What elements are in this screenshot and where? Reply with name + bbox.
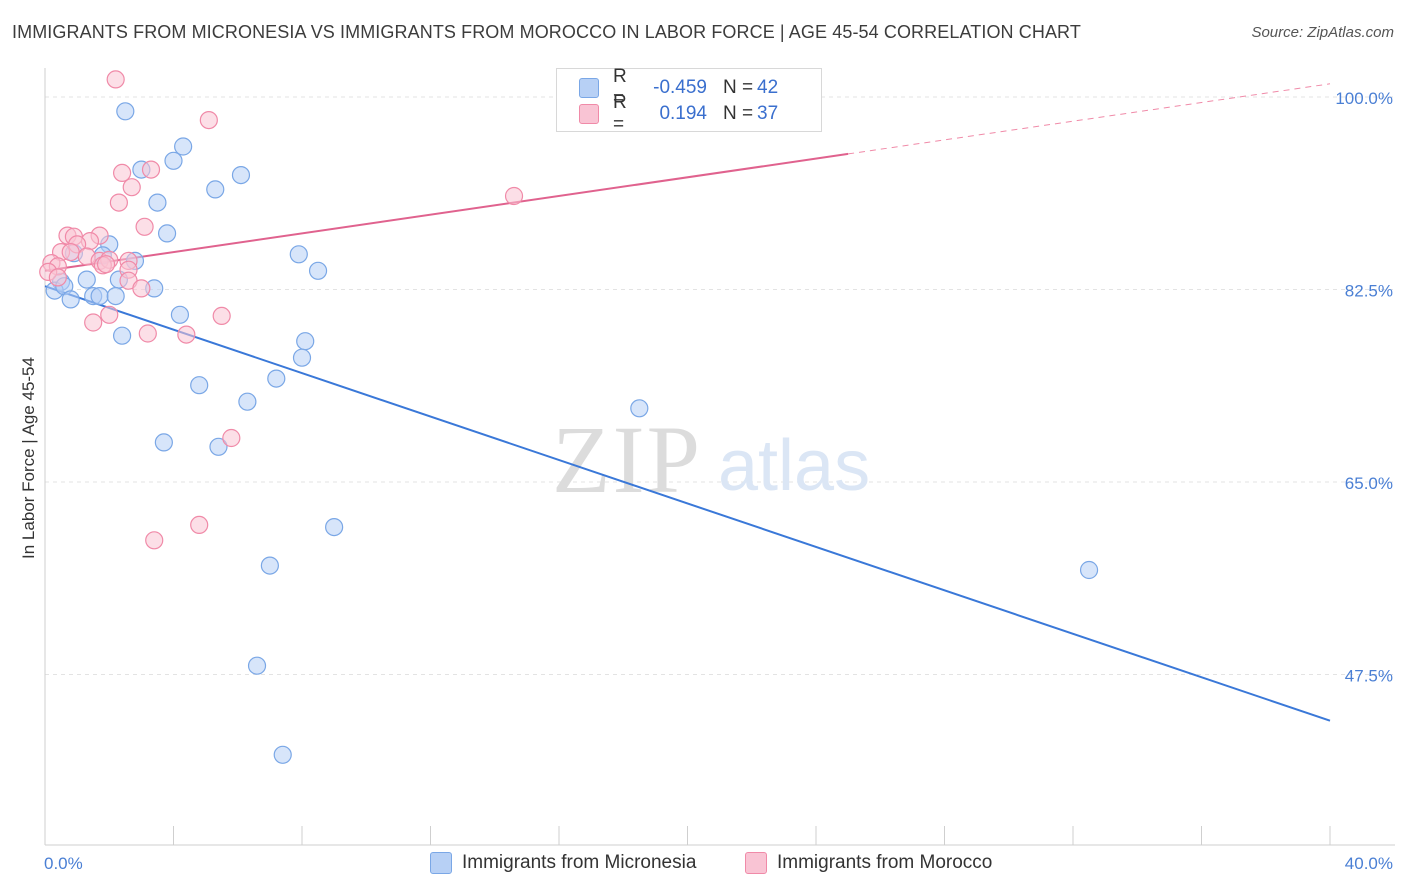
morocco-point — [106, 70, 125, 89]
watermark-zip: ZIP — [552, 406, 702, 513]
morocco-point — [96, 255, 116, 274]
trend-lines — [44, 83, 1331, 722]
micronesia-point — [116, 102, 135, 121]
morocco-legend-label: Immigrants from Morocco — [777, 852, 993, 873]
micronesia-point — [190, 376, 209, 395]
morocco-point — [212, 306, 231, 325]
micronesia-point — [238, 392, 257, 411]
micronesia-point — [267, 369, 286, 388]
legend-row-micronesia: R = -0.459 N = 42 — [579, 66, 779, 109]
morocco-point — [135, 217, 154, 236]
morocco-point — [100, 305, 119, 324]
morocco-point — [61, 243, 80, 262]
watermark: ZIP atlas — [552, 406, 870, 513]
micronesia-point — [292, 348, 312, 367]
micronesia-point — [247, 656, 267, 675]
micronesia-point — [273, 745, 292, 764]
morocco-point — [145, 531, 164, 550]
y-tick-label: 65.0% — [1345, 474, 1393, 493]
micronesia-point — [61, 290, 80, 309]
series-legend-micronesia[interactable]: Immigrants from Micronesia — [430, 852, 696, 874]
trend-line — [44, 152, 849, 272]
micronesia-legend-swatch — [430, 852, 452, 874]
x-tick-label: 40.0% — [1345, 854, 1393, 873]
correlation-legend: R = -0.459 N = 42 R = 0.194 N = 37 — [556, 66, 822, 135]
morocco-point — [138, 324, 157, 343]
morocco-point — [199, 110, 218, 130]
micronesia-point — [174, 137, 193, 156]
r-label: R = — [613, 92, 627, 135]
y-tick-label: 82.5% — [1345, 282, 1393, 301]
micronesia-point — [260, 556, 279, 575]
micronesia-legend-label: Immigrants from Micronesia — [462, 852, 697, 873]
morocco-point — [109, 193, 128, 212]
micronesia-point — [630, 399, 649, 418]
micronesia-point — [90, 287, 109, 306]
morocco-point — [190, 515, 209, 535]
morocco-point — [122, 178, 141, 197]
watermark-atlas: atlas — [718, 426, 870, 506]
chart-title: IMMIGRANTS FROM MICRONESIA VS IMMIGRANTS… — [12, 22, 1081, 42]
x-tick-label: 0.0% — [44, 854, 83, 873]
grid-lines — [45, 96, 1395, 675]
trend-line-extension — [848, 83, 1331, 155]
micronesia-point — [170, 305, 190, 324]
micronesia-point — [106, 287, 125, 306]
micronesia-point — [325, 517, 344, 537]
morocco-point — [141, 160, 161, 179]
morocco-point — [132, 279, 151, 298]
morocco-legend-swatch — [745, 852, 767, 874]
micronesia-swatch — [579, 78, 599, 98]
morocco-point — [84, 313, 103, 332]
data-points — [39, 70, 1099, 764]
micronesia-point — [112, 326, 132, 345]
legend-row-morocco: R = 0.194 N = 37 — [579, 92, 779, 135]
series-legend-morocco[interactable]: Immigrants from Morocco — [745, 852, 992, 874]
n-label: N = — [723, 77, 754, 98]
micronesia-point — [1079, 560, 1099, 580]
morocco-point — [177, 325, 196, 344]
micronesia-point — [164, 151, 183, 170]
r-label: R = — [613, 66, 627, 109]
micronesia-point — [231, 166, 251, 185]
micronesia-point — [289, 245, 308, 264]
micronesia-point — [77, 270, 96, 289]
n-value: 42 — [757, 77, 779, 98]
n-value: 37 — [757, 103, 779, 124]
morocco-point — [48, 268, 67, 287]
trend-line — [44, 285, 1331, 722]
micronesia-point — [308, 261, 328, 280]
tick-labels: 47.5% 65.0% 82.5% 100.0% 0.0% 40.0% — [44, 89, 1393, 873]
micronesia-point — [209, 437, 228, 456]
axes — [44, 68, 1395, 846]
n-label: N = — [723, 103, 754, 124]
micronesia-point — [157, 224, 177, 243]
y-tick-label: 100.0% — [1335, 89, 1393, 108]
morocco-swatch — [579, 104, 599, 124]
y-tick-label: 47.5% — [1345, 667, 1393, 686]
source-label: Source: ZipAtlas.com — [1251, 24, 1394, 41]
micronesia-point — [148, 193, 167, 212]
r-value: 0.194 — [659, 103, 707, 124]
micronesia-point — [296, 332, 315, 351]
morocco-point — [504, 186, 524, 206]
morocco-point — [112, 163, 132, 182]
r-value: -0.459 — [653, 77, 707, 98]
micronesia-point — [206, 180, 225, 199]
morocco-point — [222, 428, 241, 448]
micronesia-point — [154, 433, 173, 452]
y-axis-label: In Labor Force | Age 45-54 — [19, 357, 38, 559]
